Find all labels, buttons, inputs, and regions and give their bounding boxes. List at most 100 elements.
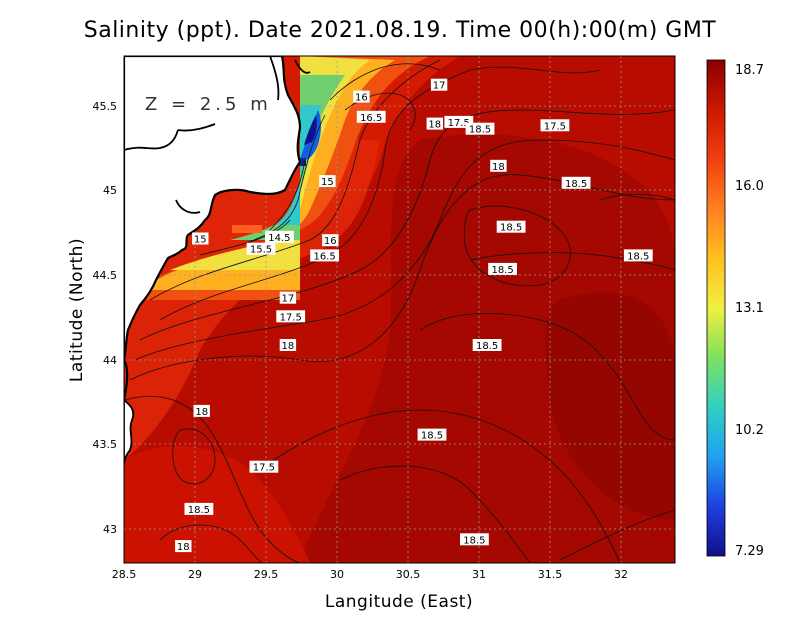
contour-label: 18.5 <box>417 428 447 442</box>
contour-label-text: 18 <box>195 407 208 418</box>
contour-lines <box>124 59 675 563</box>
contour-label-box <box>319 175 336 188</box>
contour-label-box <box>184 502 214 515</box>
contour-label-text: 17.5 <box>280 312 302 323</box>
contour-label-text: 18.5 <box>491 265 513 276</box>
contour-label-text: 15.5 <box>250 245 272 256</box>
river-mouth-marker <box>298 158 306 166</box>
contour-label-box <box>430 78 448 91</box>
y-tick-label: 44.5 <box>93 269 118 282</box>
y-tick-label: 45 <box>103 184 117 197</box>
contour-label: 18.5 <box>465 122 495 136</box>
contour-label-text: 17.5 <box>544 121 566 132</box>
contour-label-text: 17.5 <box>253 463 275 474</box>
contour-label: 18 <box>279 339 297 352</box>
contour-label-text: 16.5 <box>360 113 382 124</box>
contour-label-box <box>426 117 443 130</box>
contour-label-box <box>279 291 297 304</box>
x-axis-title: Langitude (East) <box>325 592 473 612</box>
contour-label: 18.5 <box>488 262 517 276</box>
contour-label-box <box>488 262 517 275</box>
contour-label: 18.5 <box>496 220 526 234</box>
contour-label: 17.5 <box>276 310 306 323</box>
contour-label: 14.5 <box>265 230 294 244</box>
contour-label-box <box>246 242 276 255</box>
plume-yellow-band <box>140 56 395 290</box>
contour-label: 18 <box>426 117 443 131</box>
y-ticks: 45.5 45 44.5 44 43.5 43 <box>93 100 118 536</box>
contour-label-box <box>322 234 339 247</box>
contour-label-text: 18.5 <box>565 179 587 190</box>
contour-label: 18.5 <box>184 502 214 516</box>
southern-shelf-zone <box>124 446 310 563</box>
contour-label: 15 <box>319 175 336 188</box>
depth-label: Z = 2.5 m <box>145 94 272 115</box>
contour-label-text: 18.5 <box>463 535 485 546</box>
contour-label-text: 16 <box>324 236 337 247</box>
plume-dark-blue-core <box>304 115 317 145</box>
contour-label: 17.5 <box>540 119 570 132</box>
x-tick-label: 31.5 <box>538 568 563 581</box>
contour-label-box <box>310 249 339 262</box>
contour-label-box <box>356 110 386 123</box>
x-tick-label: 28.5 <box>112 568 137 581</box>
contour-label-text: 18.5 <box>500 223 522 234</box>
contour-label: 16 <box>322 234 339 247</box>
map-title: Salinity (ppt). Date 2021.08.19. Time 00… <box>83 18 717 43</box>
inner-coast-features <box>124 56 311 214</box>
contour-label: 16 <box>353 90 370 104</box>
offshore-core-zone <box>545 292 675 520</box>
contour-label-text: 16 <box>355 93 368 104</box>
contour-label-text: 18 <box>177 542 190 553</box>
contour-label-box <box>353 90 370 103</box>
x-tick-label: 31 <box>472 568 486 581</box>
contour-label-box <box>193 404 210 417</box>
contour-label-box <box>540 119 570 132</box>
contour-label: 18 <box>490 159 507 173</box>
colorbar-tick-label: 7.29 <box>735 544 764 559</box>
contour-label-text: 17.5 <box>448 118 470 129</box>
coastline-land <box>124 56 302 361</box>
contour-label-text: 18.5 <box>476 341 498 352</box>
contour-label-box <box>192 232 209 245</box>
contour-label: 15.5 <box>246 242 276 256</box>
contour-label-box <box>472 339 502 351</box>
x-tick-label: 29 <box>188 568 202 581</box>
contour-label-text: 17 <box>282 294 295 305</box>
contour-label-text: 18 <box>492 162 505 173</box>
contour-label-text: 18.5 <box>188 505 210 516</box>
x-tick-label: 32 <box>614 568 628 581</box>
contour-label-box <box>279 339 297 351</box>
contour-label-text: 16.5 <box>313 251 335 262</box>
contour-label-box <box>175 540 192 553</box>
contour-label: 17 <box>279 291 297 305</box>
contour-label: 15 <box>192 232 209 246</box>
x-tick-label: 29.5 <box>254 568 279 581</box>
contour-label-box <box>249 460 279 473</box>
contour-label: 17 <box>430 78 448 92</box>
contour-label-text: 18 <box>428 120 441 131</box>
contour-label-text: 18 <box>282 341 295 352</box>
colorbar-ticks: 18.7 16.0 13.1 10.2 7.29 <box>735 63 764 559</box>
coastal-patch <box>232 225 262 233</box>
contour-label: 18.5 <box>623 249 653 262</box>
contour-label-box <box>276 310 306 323</box>
plot-frame <box>123 55 676 564</box>
y-axis-title: Latitude (North) <box>67 238 87 382</box>
contour-label-box <box>496 220 526 233</box>
contour-label-box <box>417 428 447 441</box>
y-tick-label: 44 <box>103 354 117 367</box>
contour-label-box <box>265 230 294 243</box>
contour-label-text: 18.5 <box>469 125 491 136</box>
y-tick-label: 43.5 <box>93 438 118 451</box>
contour-label: 17.5 <box>249 460 279 474</box>
contour-label-text: 18.5 <box>627 251 649 262</box>
contour-label: 16.5 <box>310 249 339 262</box>
contour-label-text: 14.5 <box>268 233 290 244</box>
contour-label-text: 15 <box>194 235 207 246</box>
colorbar-tick-label: 16.0 <box>735 179 764 194</box>
contour-label: 18.5 <box>460 533 489 546</box>
contour-label-text: 17 <box>433 81 446 92</box>
contour-label: 18.5 <box>472 339 502 352</box>
